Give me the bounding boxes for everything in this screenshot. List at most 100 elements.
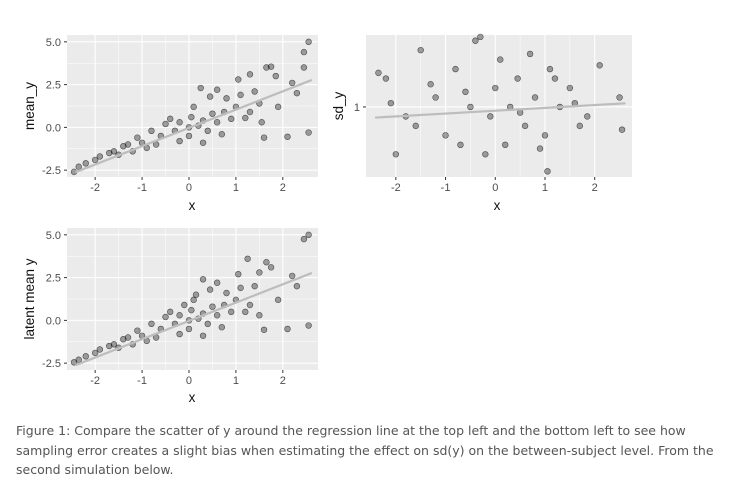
data-point bbox=[167, 115, 174, 123]
data-point bbox=[96, 153, 104, 160]
data-point bbox=[502, 141, 509, 149]
data-point bbox=[251, 88, 258, 95]
y-tick-label: 0.0 bbox=[46, 122, 61, 134]
data-point bbox=[106, 342, 113, 350]
data-point bbox=[190, 296, 197, 304]
data-point bbox=[293, 89, 301, 97]
data-point bbox=[190, 103, 197, 111]
data-point bbox=[492, 84, 499, 92]
y-tick-label: 5.0 bbox=[46, 230, 61, 242]
data-point bbox=[288, 79, 296, 87]
data-point bbox=[536, 145, 544, 152]
data-point bbox=[462, 88, 469, 96]
data-point bbox=[213, 279, 221, 286]
data-point bbox=[263, 64, 270, 71]
x-axis-title: x bbox=[189, 390, 196, 405]
data-point bbox=[176, 137, 183, 145]
data-point bbox=[516, 109, 524, 116]
x-tick-label: 1 bbox=[233, 182, 239, 194]
data-point bbox=[246, 71, 254, 78]
regression-line bbox=[75, 272, 313, 366]
data-point bbox=[244, 255, 251, 262]
data-point bbox=[96, 346, 104, 353]
data-point bbox=[199, 276, 207, 283]
data-point bbox=[209, 303, 216, 310]
data-point bbox=[82, 160, 89, 167]
data-point bbox=[188, 113, 195, 121]
data-point bbox=[120, 143, 127, 150]
data-point bbox=[412, 122, 419, 130]
data-point bbox=[134, 327, 141, 334]
data-point bbox=[526, 50, 534, 58]
data-point bbox=[260, 134, 268, 141]
data-point bbox=[124, 141, 132, 148]
data-point bbox=[584, 113, 591, 120]
data-point bbox=[427, 81, 434, 88]
data-point bbox=[417, 46, 424, 54]
data-point bbox=[110, 341, 118, 348]
y-tick-label: 2.5 bbox=[46, 80, 61, 92]
data-point bbox=[206, 286, 214, 293]
data-point bbox=[181, 301, 188, 309]
data-point bbox=[521, 122, 529, 130]
x-tick-label: 2 bbox=[280, 182, 286, 194]
data-point bbox=[467, 103, 474, 111]
x-tick-label: 0 bbox=[186, 182, 192, 194]
data-point bbox=[188, 306, 195, 314]
data-point bbox=[91, 349, 99, 357]
data-point bbox=[124, 334, 132, 341]
data-point bbox=[387, 99, 395, 107]
data-point bbox=[237, 284, 244, 292]
data-point bbox=[134, 134, 141, 141]
data-point bbox=[566, 84, 574, 92]
data-point bbox=[167, 308, 174, 316]
data-point bbox=[432, 94, 439, 101]
data-point bbox=[228, 115, 235, 123]
data-point bbox=[541, 132, 549, 139]
x-tick-label: 2 bbox=[280, 375, 286, 387]
chart-panel-2: -2 -1 0 1 2 1 x sd_y bbox=[331, 33, 632, 213]
y-tick-label: 0.0 bbox=[46, 315, 61, 327]
data-point bbox=[305, 231, 312, 239]
data-point bbox=[452, 65, 459, 73]
x-axis-title: x bbox=[189, 198, 196, 213]
data-point bbox=[75, 163, 82, 170]
data-point bbox=[305, 38, 312, 46]
regression-line bbox=[75, 79, 313, 173]
data-point bbox=[176, 119, 183, 126]
data-point bbox=[162, 120, 169, 128]
data-point bbox=[162, 313, 169, 321]
data-point bbox=[618, 126, 626, 133]
data-point bbox=[284, 133, 291, 140]
data-point bbox=[235, 270, 242, 278]
x-tick-label: -1 bbox=[441, 182, 451, 194]
data-point bbox=[551, 75, 559, 82]
data-point bbox=[223, 95, 230, 102]
y-axis-title: latent mean y bbox=[22, 258, 37, 339]
data-point bbox=[472, 37, 479, 44]
data-point bbox=[274, 103, 282, 111]
data-point bbox=[213, 312, 221, 319]
data-point bbox=[82, 353, 89, 360]
data-point bbox=[300, 235, 308, 243]
data-point bbox=[246, 301, 254, 309]
data-point bbox=[477, 33, 484, 41]
x-tick-label: -1 bbox=[137, 182, 147, 194]
data-point bbox=[544, 168, 551, 175]
data-point bbox=[457, 141, 464, 149]
data-point bbox=[176, 330, 183, 338]
data-point bbox=[305, 129, 312, 136]
x-tick-label: 1 bbox=[233, 375, 239, 387]
y-tick-label: 1 bbox=[354, 102, 360, 114]
data-point bbox=[223, 289, 230, 297]
data-point bbox=[242, 308, 249, 316]
data-point bbox=[293, 282, 301, 290]
x-tick-label: -1 bbox=[137, 375, 147, 387]
data-point bbox=[305, 322, 312, 329]
data-point bbox=[148, 127, 155, 135]
data-point bbox=[91, 156, 99, 164]
x-tick-label: -2 bbox=[90, 375, 100, 387]
y-axis-title: sd_y bbox=[331, 91, 346, 120]
data-point bbox=[272, 72, 279, 80]
data-point bbox=[546, 65, 554, 73]
